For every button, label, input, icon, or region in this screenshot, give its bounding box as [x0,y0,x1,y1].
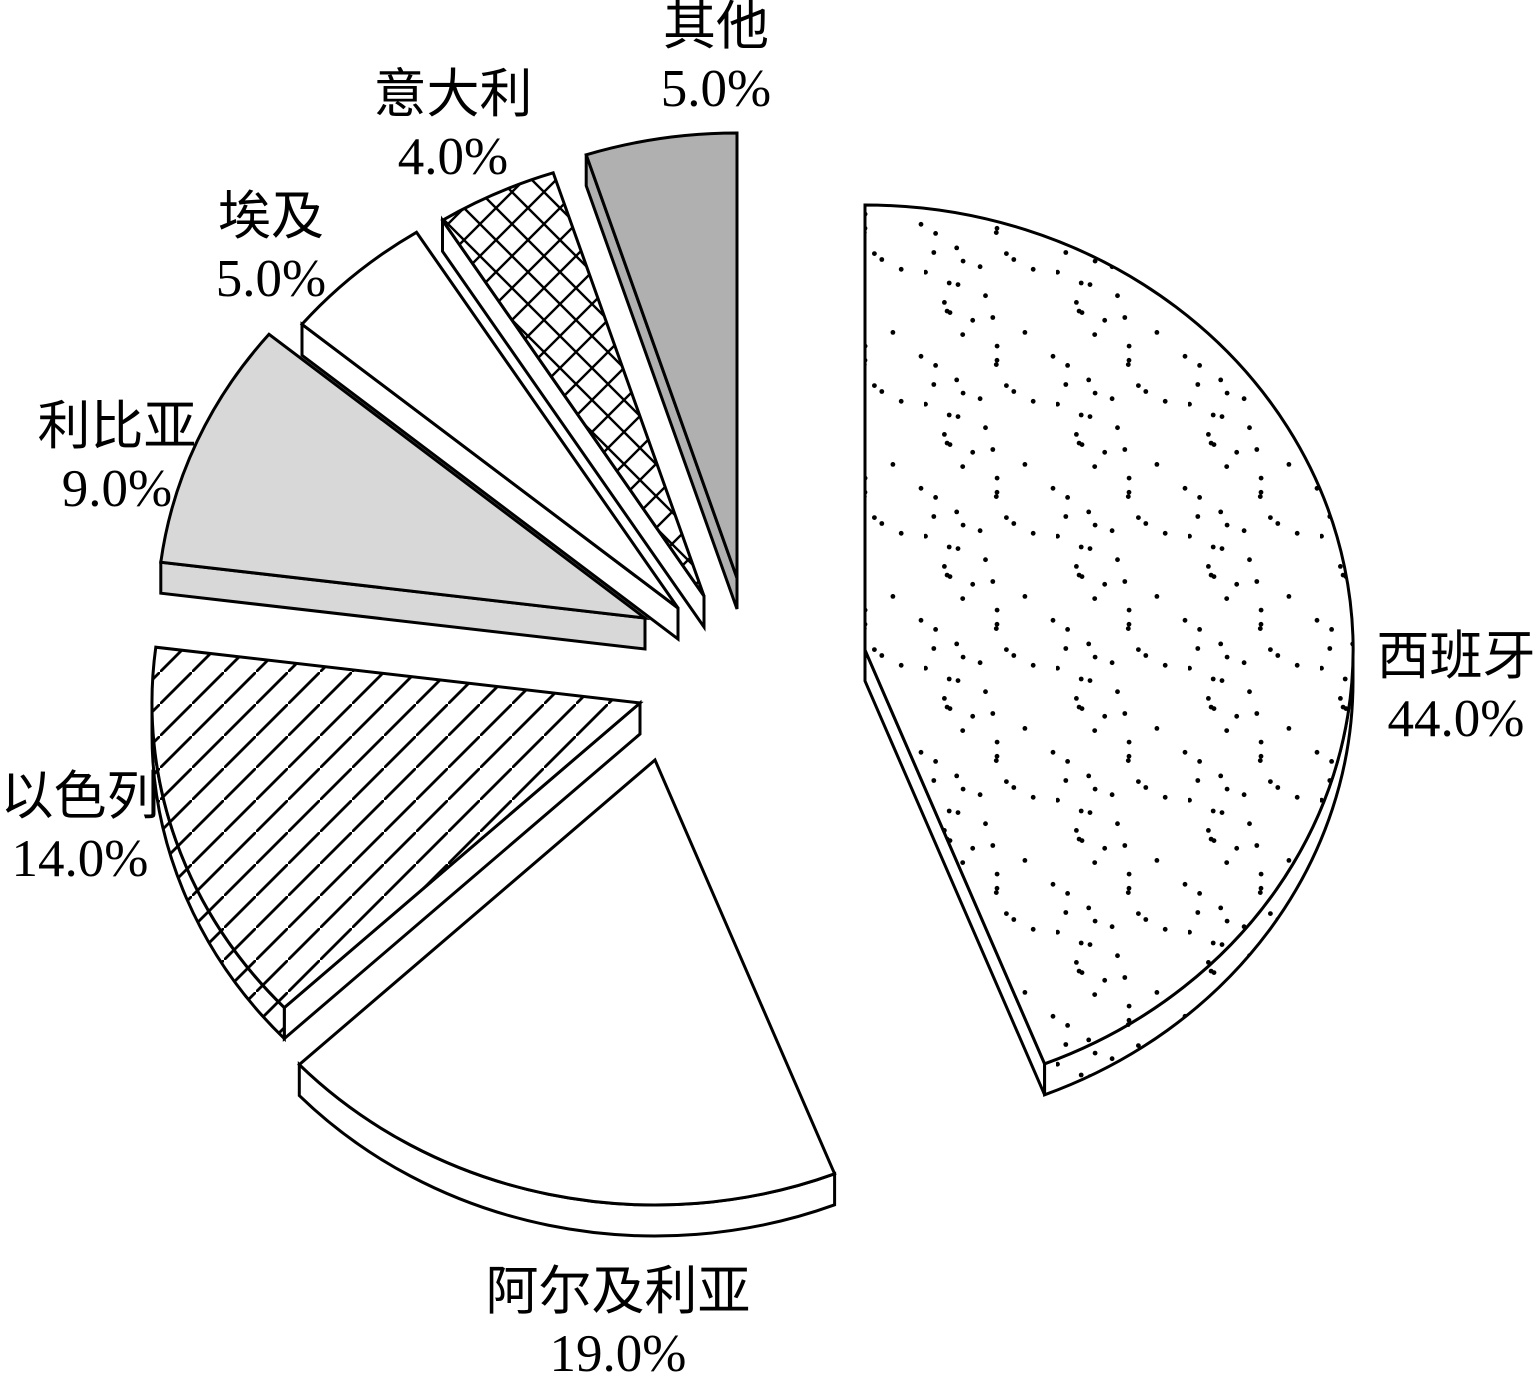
pie-slice-israel [150,645,644,1043]
slice-label-egypt: 埃及 5.0% [216,186,326,310]
pie-slice-italy [440,170,706,632]
slice-name: 埃及 [218,188,324,246]
slice-name: 阿尔及利亚 [485,1263,751,1321]
slice-name: 西班牙 [1376,628,1536,686]
slice-percent: 5.0% [660,60,772,118]
slice-percent: 9.0% [61,460,173,518]
slice-percent: 19.0% [549,1325,687,1380]
slice-label-italy: 意大利 4.0% [374,64,533,188]
slice-percent: 14.0% [11,830,149,888]
pie-slice-algeria [297,757,837,1238]
slice-top-other [584,131,739,579]
slice-percent: 44.0% [1387,690,1525,748]
slice-name: 利比亚 [37,398,197,456]
slice-label-israel: 以色列 14.0% [1,766,160,890]
slice-top-libya [159,332,651,621]
slice-top-algeria [297,757,837,1207]
slice-top-egypt [299,230,680,610]
slice-top-spain [863,203,1355,1066]
slice-label-libya: 利比亚 9.0% [38,396,197,520]
slice-label-algeria: 阿尔及利亚 19.0% [486,1261,751,1380]
slice-name: 意大利 [373,66,533,124]
pie-slice-other [584,131,739,610]
pie-slice-spain [863,203,1355,1097]
pie-slice-libya [159,332,651,651]
slice-top-israel [150,645,644,1010]
pie-slice-egypt [299,230,680,643]
slice-name: 其他 [663,0,769,56]
slice-name: 以色列 [0,768,160,826]
slice-percent: 5.0% [215,250,327,308]
slice-top-italy [440,170,706,597]
slice-label-other: 其他 5.0% [661,0,771,120]
slice-percent: 4.0% [397,128,509,186]
slice-label-spain: 西班牙 44.0% [1377,626,1536,750]
